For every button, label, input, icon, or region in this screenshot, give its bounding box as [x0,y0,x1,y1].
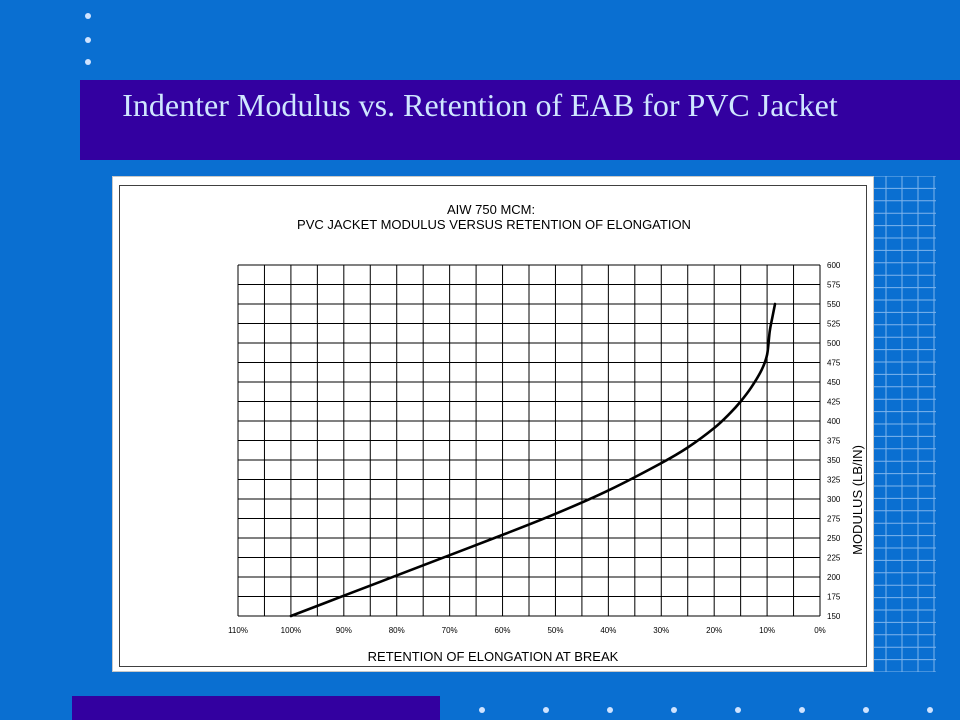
bullet-dot [479,707,485,713]
bullet-dot [671,707,677,713]
bottom-bar [72,696,440,720]
bullet-dot [85,59,91,65]
bullet-dot [799,707,805,713]
y-tick-label: 450 [827,378,841,387]
x-tick-label: 50% [547,626,563,635]
chart-panel: AIW 750 MCM: PVC JACKET MODULUS VERSUS R… [112,176,874,672]
chart-title: AIW 750 MCM: [447,202,535,217]
y-tick-labels: 150 175 200 225 250 275 300 325 350 375 400 425 450 4… [827,261,841,621]
title-band [80,80,960,160]
x-tick-label: 40% [600,626,616,635]
y-tick-label: 300 [827,495,841,504]
x-tick-labels: 110% 100% 90% 80% 70% 60% 50% 40% 30% 20% 10% 0% [228,626,826,635]
y-tick-label: 475 [827,359,841,368]
y-tick-label: 225 [827,554,841,563]
y-tick-label: 550 [827,300,841,309]
x-tick-label: 80% [389,626,405,635]
chart-series [289,302,777,618]
y-tick-label: 275 [827,515,841,524]
y-tick-label: 425 [827,398,841,407]
y-tick-label: 400 [827,417,841,426]
bullet-dot [735,707,741,713]
x-tick-label: 30% [653,626,669,635]
x-tick-label: 10% [759,626,775,635]
y-tick-label: 600 [827,261,841,270]
x-tick-label: 90% [336,626,352,635]
x-axis-label: RETENTION OF ELONGATION AT BREAK [368,649,619,664]
y-tick-label: 575 [827,281,841,290]
y-tick-label: 350 [827,456,841,465]
y-tick-label: 150 [827,612,841,621]
x-tick-label: 20% [706,626,722,635]
chart-subtitle: PVC JACKET MODULUS VERSUS RETENTION OF E… [297,217,691,232]
y-tick-label: 375 [827,437,841,446]
chart-svg: AIW 750 MCM: PVC JACKET MODULUS VERSUS R… [228,202,865,664]
decorative-grid [870,176,936,672]
bullet-dot [85,13,91,19]
series-line [289,302,777,618]
y-tick-label: 325 [827,476,841,485]
x-tick-label: 110% [228,626,248,635]
bullet-dot [863,707,869,713]
bullet-dot [927,707,933,713]
y-tick-label: 250 [827,534,841,543]
y-tick-label: 200 [827,573,841,582]
bullet-dot [607,707,613,713]
bullet-dot [543,707,549,713]
bullet-dot [85,37,91,43]
x-tick-label: 0% [814,626,826,635]
x-tick-label: 70% [442,626,458,635]
x-tick-label: 60% [495,626,511,635]
x-tick-label: 100% [281,626,301,635]
y-tick-label: 175 [827,593,841,602]
chart-grid [237,264,821,617]
chart-frame [119,185,867,667]
slide-title: Indenter Modulus vs. Retention of EAB fo… [122,87,838,123]
y-tick-label: 500 [827,339,841,348]
y-tick-label: 525 [827,320,841,329]
y-axis-label: MODULUS (LB/IN) [850,445,865,555]
